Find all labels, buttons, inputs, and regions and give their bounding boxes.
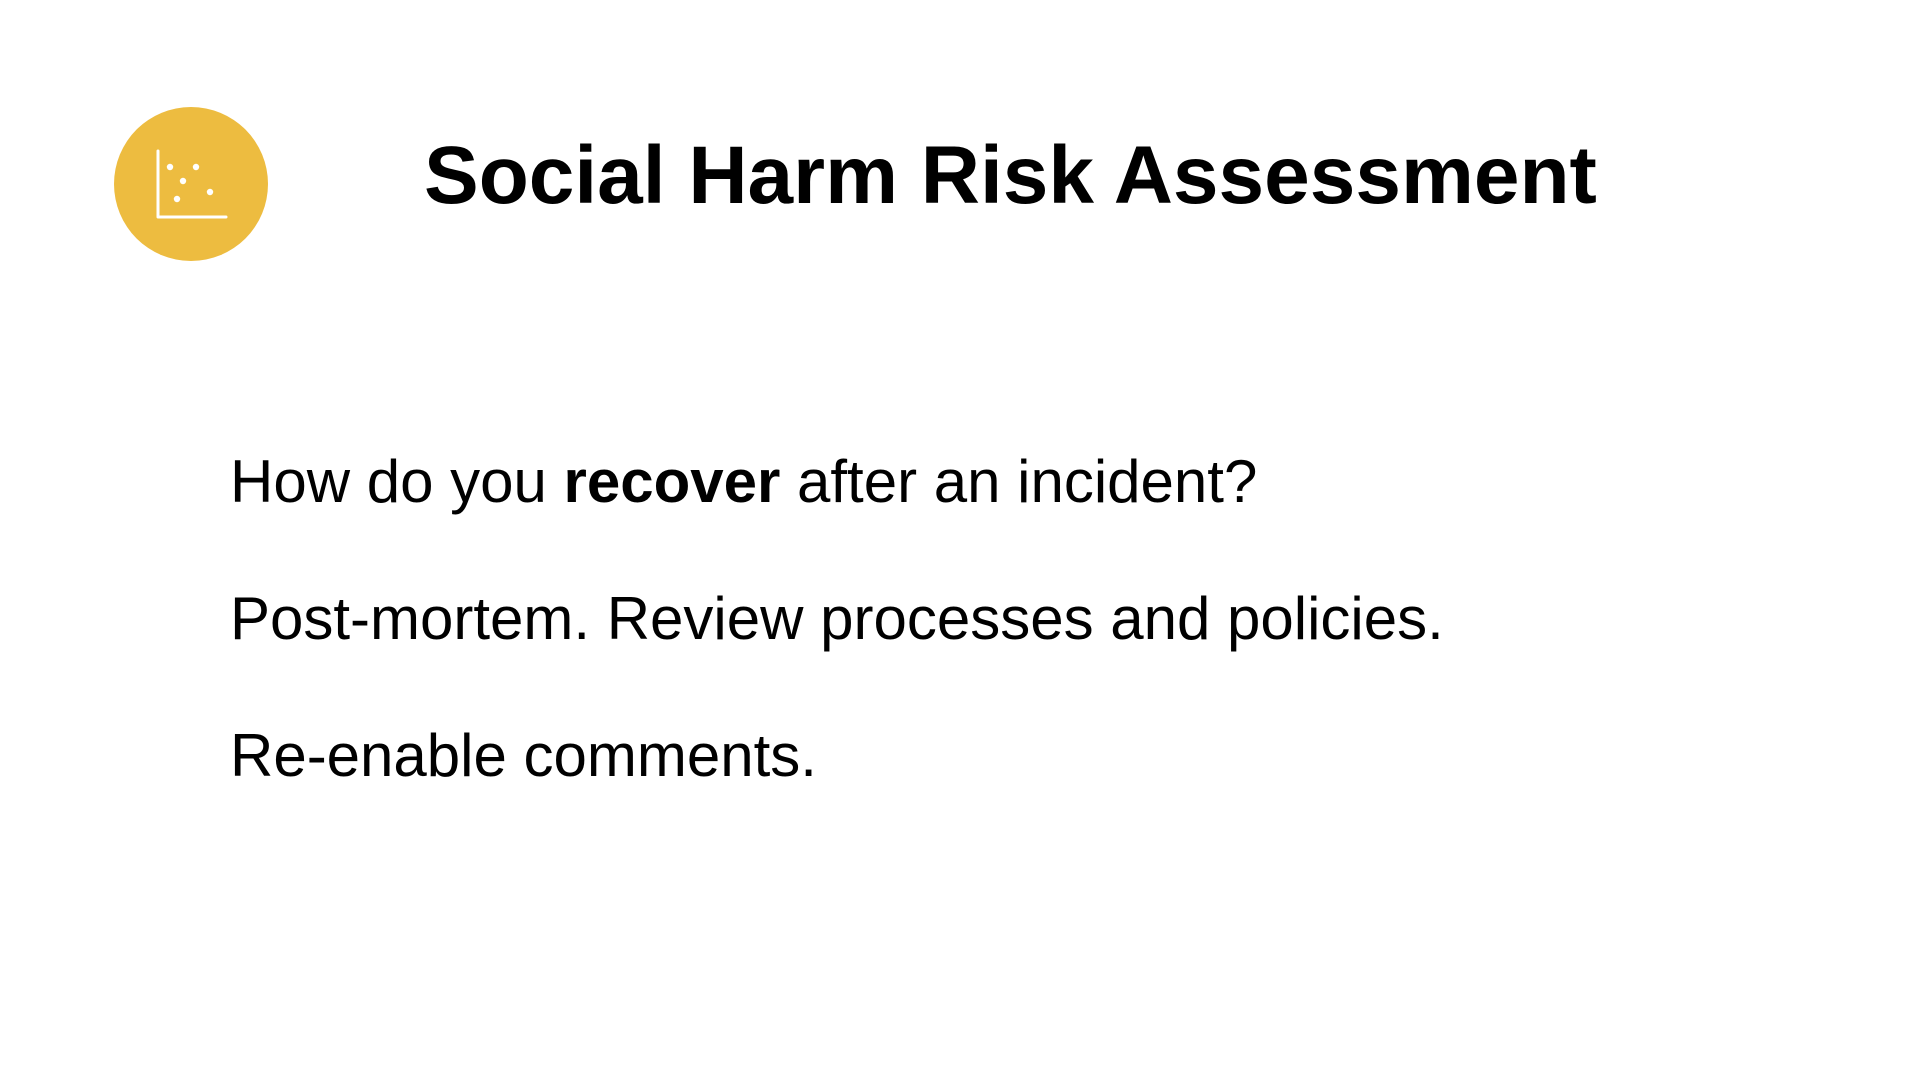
scatter-plot-icon (156, 149, 228, 219)
line1-after: after an incident? (780, 448, 1258, 515)
line1-emphasis: recover (563, 448, 781, 515)
body-line-post-mortem: Post-mortem. Review processes and polici… (230, 585, 1444, 652)
slide-title: Social Harm Risk Assessment (424, 130, 1597, 221)
scatter-plot-logo (114, 107, 268, 261)
body-line-recover-question: How do you recover after an incident? (230, 446, 1257, 518)
line1-before: How do you (230, 448, 564, 515)
body-line-re-enable: Re-enable comments. (230, 722, 817, 789)
